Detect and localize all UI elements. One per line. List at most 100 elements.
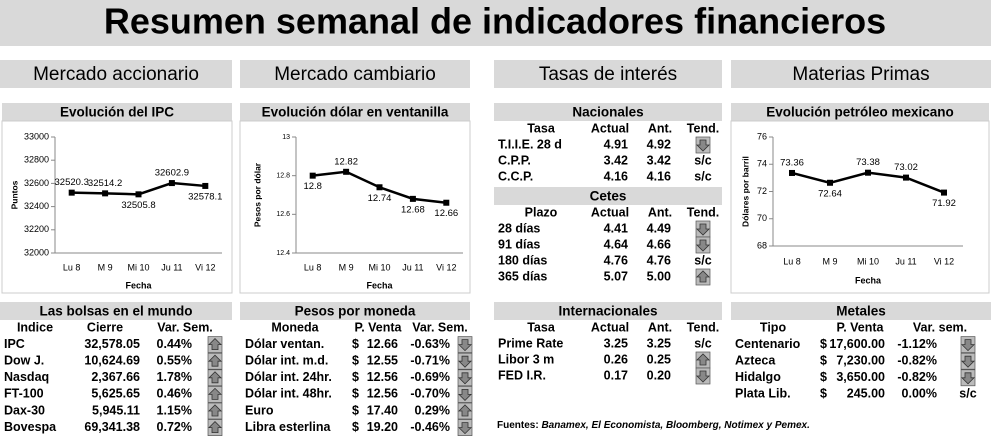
table-cell: $ — [352, 420, 359, 434]
data-label: 12.66 — [434, 208, 458, 219]
table-cell: 0.00% — [902, 387, 937, 401]
section-title: Materias Primas — [792, 64, 929, 85]
trend-arrow — [458, 339, 472, 352]
subsection-title: Nacionales — [572, 105, 643, 120]
table-cell: 0.44% — [157, 337, 192, 351]
point — [168, 180, 175, 187]
table-cell: Libor 3 m — [498, 352, 554, 366]
table-cell: 4.16 — [604, 169, 628, 183]
table-cell: Libra esterlina — [245, 420, 331, 434]
subsection-bar — [494, 187, 722, 205]
point — [941, 189, 947, 196]
point — [789, 169, 795, 176]
table-cell: 0.55% — [157, 353, 192, 367]
table-cell: 0.72% — [157, 420, 192, 434]
data-label: 12.82 — [334, 156, 358, 167]
data-label: 32505.8 — [121, 200, 155, 211]
table-cell: 4.76 — [604, 253, 628, 267]
trend-arrow — [208, 421, 222, 434]
table-cell: 10,624.69 — [84, 353, 140, 367]
table-cell: s/c — [959, 387, 976, 401]
table-cell: $ — [820, 387, 827, 401]
subsection-bar — [731, 103, 989, 121]
subsection-title: Internacionales — [558, 304, 657, 319]
x-tick-label: Vi 12 — [195, 262, 215, 272]
x-axis-label: Fecha — [125, 280, 152, 290]
column-header: Var. sem. — [913, 320, 967, 334]
table-cell: Euro — [245, 403, 274, 417]
point — [376, 184, 383, 191]
point — [68, 189, 75, 196]
table-cell: -0.71% — [410, 353, 450, 367]
table-cell: $ — [820, 337, 827, 351]
y-axis-label: Dólares por barril — [740, 156, 750, 227]
table-cell: C.P.P. — [498, 153, 531, 167]
x-tick-label: Ju 11 — [895, 256, 916, 266]
table-cell: $ — [352, 370, 359, 384]
y-tick-label: 68 — [757, 240, 767, 250]
subsection-bar — [494, 302, 722, 320]
trend-arrow — [696, 353, 710, 366]
column-header: Indice — [17, 320, 53, 334]
column-header: Tend. — [687, 320, 719, 334]
table-cell: 0.46% — [157, 387, 192, 401]
table-cell: 32,578.05 — [84, 337, 140, 351]
x-tick-label: Vi 12 — [436, 262, 456, 272]
table-cell: 4.41 — [604, 221, 628, 235]
table-cell: 3,650.00 — [836, 370, 885, 384]
data-label: 32514.2 — [88, 178, 122, 189]
data-label: 73.38 — [856, 157, 880, 168]
y-tick-label: 32000 — [24, 247, 49, 257]
table-cell: -0.82% — [897, 353, 937, 367]
point — [135, 191, 142, 198]
trend-arrow — [696, 270, 710, 283]
point — [827, 179, 833, 186]
table-cell: 12.66 — [367, 337, 398, 351]
table-cell: 1.15% — [157, 403, 192, 417]
x-tick-label: Mi 10 — [127, 262, 149, 272]
table-cell: -0.46% — [410, 420, 450, 434]
table-cell: IPC — [4, 337, 25, 351]
table-cell: 180 días — [498, 253, 547, 267]
subsection-title: Evolución petróleo mexicano — [766, 105, 954, 120]
table-cell: 0.25 — [647, 352, 671, 366]
table-cell: -0.82% — [897, 370, 937, 384]
table-cell: $ — [820, 353, 827, 367]
table-cell: Azteca — [735, 353, 776, 367]
column-header: Ant. — [648, 121, 672, 135]
section-bar — [494, 60, 722, 88]
x-axis-label: Fecha — [855, 275, 882, 285]
table-cell: 2,367.66 — [91, 370, 140, 384]
trend-arrow — [696, 139, 710, 152]
table-cell: 5,625.65 — [91, 387, 140, 401]
section-title: Mercado cambiario — [274, 64, 436, 85]
table-cell: 17,600.00 — [829, 337, 885, 351]
subsection-title: Metales — [836, 304, 886, 319]
table-cell: s/c — [694, 336, 711, 350]
table-cell: 5.00 — [647, 269, 671, 283]
trend-arrow — [961, 372, 975, 385]
section-bar — [0, 60, 232, 88]
column-header: P. Venta — [354, 320, 402, 334]
table-cell: $ — [820, 370, 827, 384]
subsection-bar — [240, 302, 470, 320]
table-cell: 4.76 — [647, 253, 671, 267]
table-cell: 4.66 — [647, 237, 671, 251]
y-tick-label: 72 — [757, 186, 767, 196]
subsection-bar — [240, 103, 470, 121]
y-tick-label: 32400 — [24, 201, 49, 211]
column-header: Tasa — [527, 320, 556, 334]
table-cell: 0.29% — [415, 403, 450, 417]
column-header: Tipo — [760, 320, 787, 334]
column-header: Ant. — [648, 320, 672, 334]
column-header: Tend. — [687, 121, 719, 135]
chart-frame — [1, 120, 233, 294]
subsection-title: Pesos por moneda — [295, 304, 416, 319]
table-cell: 4.16 — [647, 169, 671, 183]
data-label: 73.02 — [894, 162, 918, 173]
x-tick-label: Lu 8 — [63, 262, 81, 272]
x-tick-label: Mi 10 — [368, 262, 390, 272]
subsection-title: Evolución dólar en ventanilla — [262, 105, 449, 120]
table-cell: $ — [352, 337, 359, 351]
section-title: Mercado accionario — [33, 64, 199, 85]
